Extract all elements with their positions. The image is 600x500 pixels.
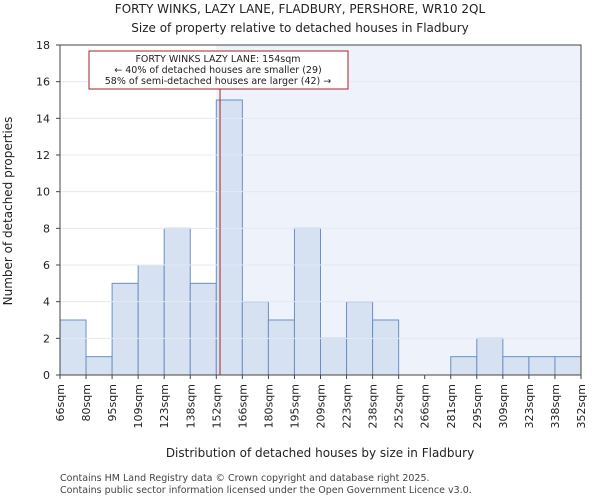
bar-295sqm <box>476 337 504 376</box>
y-tick-label: 8 <box>43 222 50 235</box>
annotation-line-2: ← 40% of detached houses are smaller (29… <box>114 65 321 76</box>
y-tick-label: 12 <box>36 149 50 162</box>
x-tick-label: 352sqm <box>575 384 588 428</box>
y-tick-label: 2 <box>43 332 50 345</box>
y-tick-label: 0 <box>43 369 50 382</box>
bar-309sqm <box>502 356 530 376</box>
bar-238sqm <box>372 319 400 376</box>
x-tick-label: 80sqm <box>80 384 93 421</box>
y-tick-label: 4 <box>43 296 50 309</box>
x-tick-label: 95sqm <box>106 384 119 421</box>
x-tick-label: 66sqm <box>54 384 67 421</box>
x-tick-label: 166sqm <box>236 384 249 428</box>
x-tick-label: 309sqm <box>497 384 510 428</box>
bar-338sqm <box>554 356 582 376</box>
x-tick-label: 338sqm <box>549 384 562 428</box>
x-tick-label: 323sqm <box>523 384 536 428</box>
bar-95sqm <box>111 282 139 376</box>
footer-line-1: Contains HM Land Registry data © Crown c… <box>60 473 430 484</box>
bar-152sqm <box>215 99 243 376</box>
x-tick-label: 180sqm <box>262 384 275 428</box>
x-tick-label: 195sqm <box>288 384 301 428</box>
bar-180sqm <box>267 319 295 376</box>
annotation-line-3: 58% of semi-detached houses are larger (… <box>105 76 332 87</box>
x-tick-label: 266sqm <box>419 384 432 428</box>
plot-frame <box>59 44 582 376</box>
x-tick-label: 238sqm <box>367 384 380 428</box>
x-tick-label: 252sqm <box>393 384 406 428</box>
x-tick-label: 123sqm <box>158 384 171 428</box>
y-tick-label: 6 <box>43 259 50 272</box>
bar-323sqm <box>528 356 556 376</box>
annotation-frame <box>88 50 349 90</box>
x-tick-label: 109sqm <box>132 384 145 428</box>
x-tick-label: 152sqm <box>210 384 223 428</box>
annotation-line-1: FORTY WINKS LAZY LANE: 154sqm <box>135 54 300 65</box>
chart-subtitle: Size of property relative to detached ho… <box>131 21 469 35</box>
annotation-box: FORTY WINKS LAZY LANE: 154sqm ← 40% of d… <box>88 50 349 90</box>
x-tick-label: 223sqm <box>341 384 354 428</box>
bar-209sqm <box>320 337 348 376</box>
x-tick-label: 281sqm <box>445 384 458 428</box>
y-axis-label: Number of detached properties <box>1 117 15 306</box>
x-tick-label: 138sqm <box>184 384 197 428</box>
x-axis-ticks: 66sqm 80sqm 95sqm 109sqm 123sqm 138sqm 152sqm 1… <box>54 375 588 428</box>
x-tick-label: 295sqm <box>471 384 484 428</box>
y-tick-label: 16 <box>36 76 50 89</box>
x-axis-label: Distribution of detached houses by size … <box>166 446 474 460</box>
bar-281sqm <box>450 356 478 376</box>
bar-138sqm <box>189 282 217 376</box>
footer-line-2: Contains public sector information licen… <box>60 485 472 496</box>
y-tick-label: 10 <box>36 186 50 199</box>
bar-80sqm <box>85 356 113 376</box>
x-tick-label: 209sqm <box>315 384 328 428</box>
bar-109sqm <box>137 264 165 376</box>
y-tick-label: 18 <box>36 39 50 52</box>
chart-title: FORTY WINKS, LAZY LANE, FLADBURY, PERSHO… <box>115 2 486 16</box>
bar-66sqm <box>59 319 87 376</box>
y-tick-label: 14 <box>36 112 50 125</box>
